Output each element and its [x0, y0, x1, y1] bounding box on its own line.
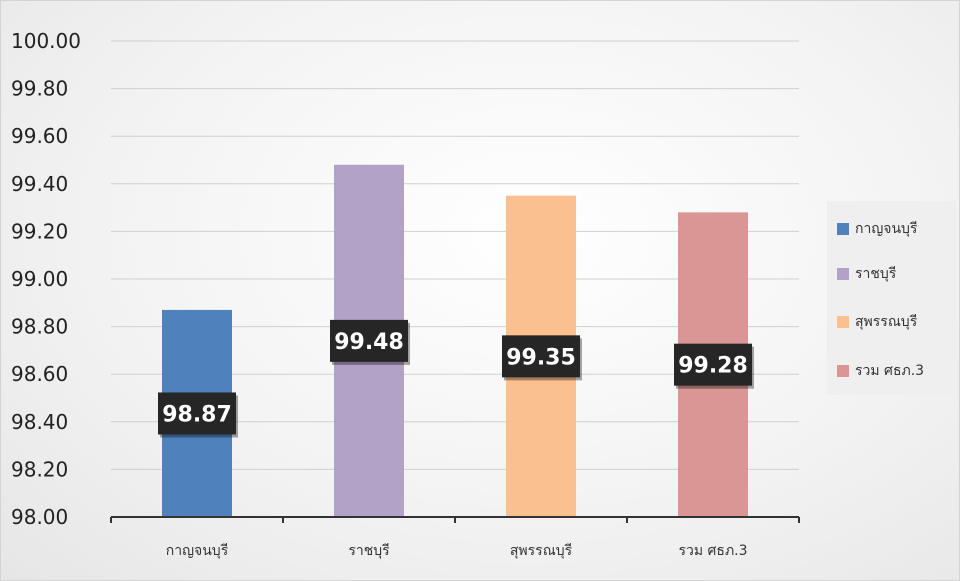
y-tick-label: 99.20 — [11, 219, 68, 243]
data-label: 99.35 — [506, 345, 576, 370]
data-label-box — [158, 392, 236, 435]
data-label-box — [674, 343, 752, 386]
y-tick-label: 98.60 — [11, 362, 68, 386]
y-tick-label: 99.00 — [11, 267, 68, 291]
legend-label-ratchaburi: ราชบุรี — [855, 266, 897, 282]
data-label: 98.87 — [162, 402, 232, 427]
legend-swatch-suphanburi — [837, 316, 849, 328]
y-tick-label: 98.40 — [11, 410, 68, 434]
y-tick-label: 99.60 — [11, 124, 68, 148]
legend-item-suphanburi: สุพรรณบุรี — [837, 312, 917, 332]
legend-label-kanchanaburi: กาญจนบุรี — [855, 221, 918, 237]
y-tick-label: 98.80 — [11, 315, 68, 339]
legend-item-kanchanaburi: กาญจนบุรี — [837, 219, 917, 239]
legend-label-total-region3: รวม ศธภ.3 — [855, 363, 925, 379]
data-label: 99.48 — [334, 330, 404, 355]
y-tick-label: 98.20 — [11, 457, 68, 481]
x-tick-label: สุพรรณบุรี — [510, 543, 573, 559]
legend-label-suphanburi: สุพรรณบุรี — [855, 314, 918, 330]
data-label: 99.28 — [678, 354, 748, 379]
legend-swatch-kanchanaburi — [837, 223, 849, 235]
legend: กาญจนบุรี ราชบุรี สุพรรณบุรี รวม ศธภ.3 — [827, 201, 957, 395]
x-tick-label: ราชบุรี — [348, 543, 390, 559]
data-label-box — [330, 319, 408, 362]
y-tick-label: 100.00 — [11, 29, 81, 53]
legend-swatch-total-region3 — [837, 365, 849, 377]
y-tick-label: 98.00 — [11, 505, 68, 529]
data-label-box — [502, 335, 580, 378]
x-tick-label: กาญจนบุรี — [166, 543, 229, 559]
y-tick-label: 99.40 — [11, 172, 68, 196]
y-tick-label: 99.80 — [11, 77, 68, 101]
x-tick-label: รวม ศธภ.3 — [678, 543, 747, 559]
legend-item-total-region3: รวม ศธภ.3 — [837, 361, 924, 381]
legend-swatch-ratchaburi — [837, 268, 849, 280]
legend-item-ratchaburi: ราชบุรี — [837, 264, 896, 284]
